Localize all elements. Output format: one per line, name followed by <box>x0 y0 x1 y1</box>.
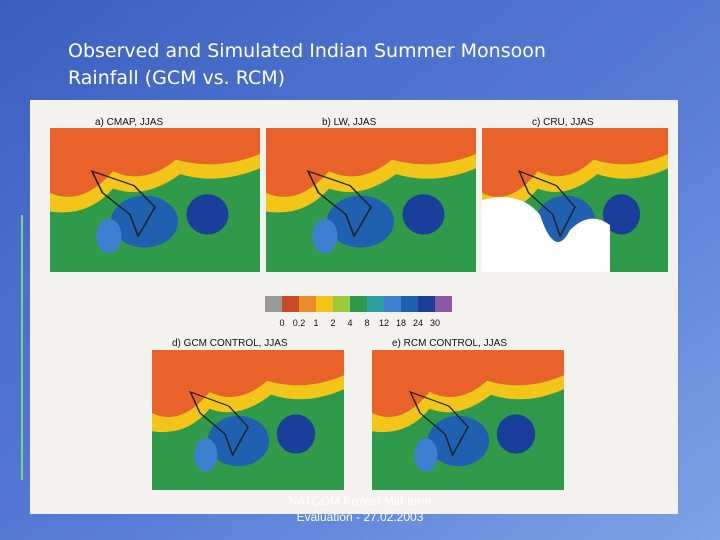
colorbar-label: 30 <box>430 318 440 328</box>
title-line: Observed and Simulated Indian Summer Mon… <box>68 40 546 62</box>
colorbar-label: 18 <box>396 318 406 328</box>
footer: Evaluation - 27.02.2003 <box>297 510 424 524</box>
colorbar-label: 8 <box>364 318 369 328</box>
colorbar-label: 0.2 <box>293 318 306 328</box>
title-line: Rainfall (GCM vs. RCM) <box>68 67 285 89</box>
colorbar-label: 1 <box>313 318 318 328</box>
map-d <box>151 349 345 491</box>
panel-label: d) GCM CONTROL, JJAS <box>172 338 288 349</box>
map-c <box>481 127 669 273</box>
panel-label: e) RCM CONTROL, JJAS <box>392 338 507 349</box>
colorbar <box>265 296 452 312</box>
colorbar-label: 24 <box>413 318 423 328</box>
colorbar-label: 4 <box>347 318 352 328</box>
colorbar-label: 12 <box>379 318 389 328</box>
map-a <box>49 127 261 273</box>
panel-label: a) CMAP, JJAS <box>95 117 163 128</box>
panel-label: b) LW, JJAS <box>322 117 377 128</box>
map-e <box>371 349 565 491</box>
colorbar-label: 2 <box>330 318 335 328</box>
colorbar-label: 0 <box>279 318 284 328</box>
panel-label: c) CRU, JJAS <box>532 117 594 128</box>
footer: NATCOM Project Mid-term <box>289 494 431 508</box>
map-b <box>265 127 477 273</box>
